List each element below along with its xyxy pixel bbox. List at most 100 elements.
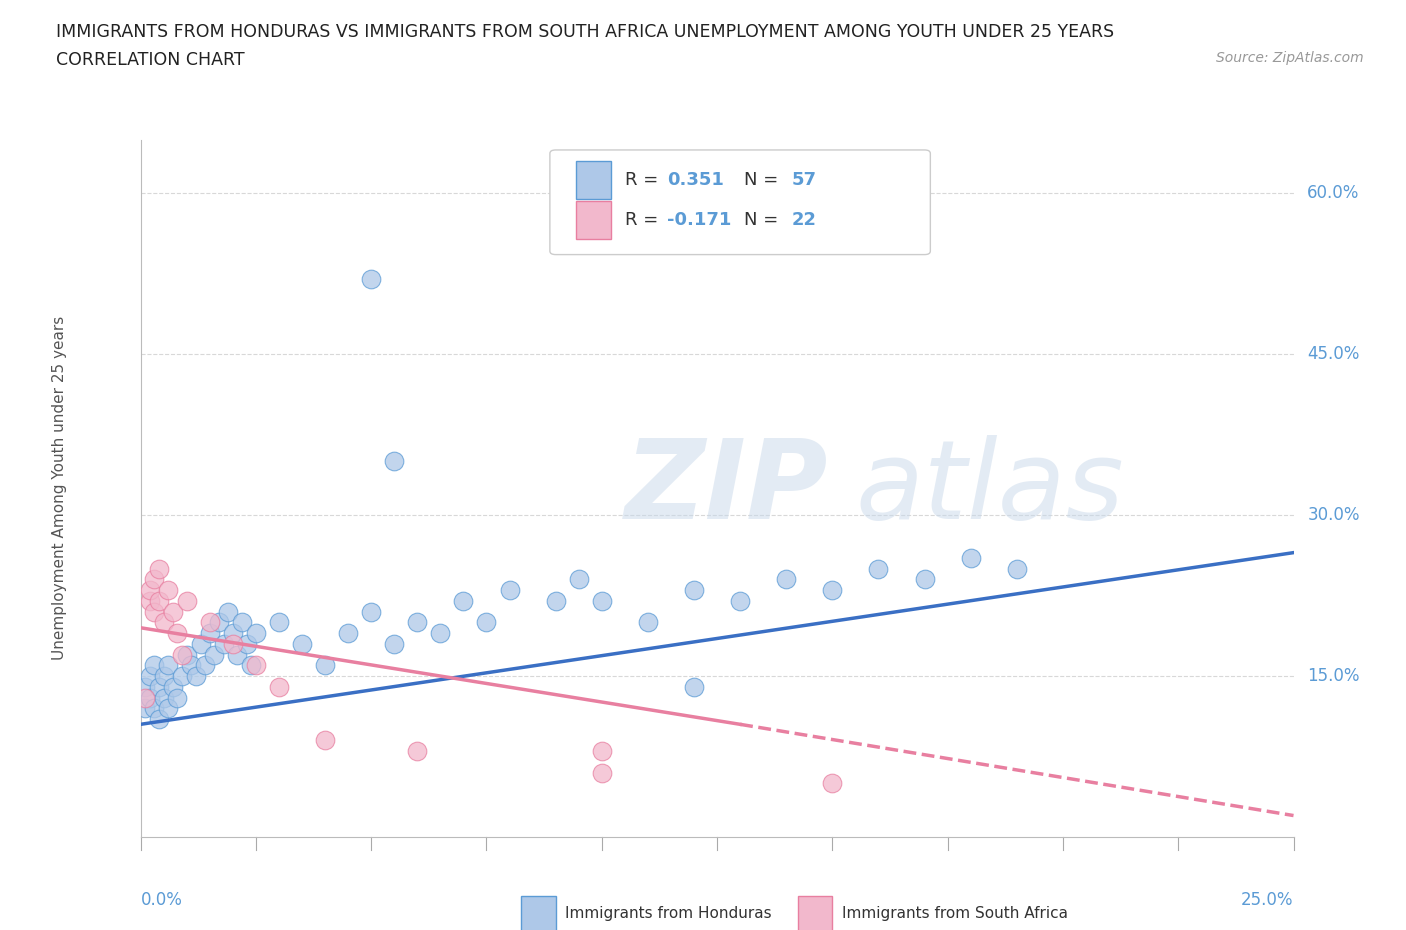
Point [245,658,267,672]
Text: CORRELATION CHART: CORRELATION CHART [56,51,245,69]
Point [360,604,382,619]
Point [134,701,156,716]
Point [190,636,212,651]
Point [172,647,194,662]
Point [222,636,245,651]
Text: N =: N = [744,211,783,229]
FancyBboxPatch shape [522,897,555,930]
Point [143,604,166,619]
Point [1005,562,1028,577]
Point [176,647,198,662]
Point [360,272,382,286]
Point [382,636,405,651]
Point [157,583,180,598]
Point [453,593,475,608]
Point [568,572,591,587]
Point [382,454,405,469]
Point [683,679,706,694]
Text: Immigrants from Honduras: Immigrants from Honduras [565,906,772,922]
Point [637,615,659,630]
Point [868,562,890,577]
Point [134,679,156,694]
Point [162,604,184,619]
Point [429,626,451,641]
Point [139,690,162,705]
Point [166,690,188,705]
FancyBboxPatch shape [576,161,612,199]
Point [134,690,156,705]
Text: 60.0%: 60.0% [1308,184,1360,202]
Point [314,733,336,748]
Point [157,658,180,672]
Point [202,647,225,662]
Point [139,593,162,608]
Point [226,647,249,662]
Point [148,593,170,608]
Text: 0.351: 0.351 [668,171,724,189]
Point [267,679,290,694]
Point [166,626,188,641]
Text: ZIP: ZIP [624,434,828,542]
Point [544,593,567,608]
Text: Unemployment Among Youth under 25 years: Unemployment Among Youth under 25 years [52,316,67,660]
Point [337,626,360,641]
Point [152,669,174,684]
Point [591,593,613,608]
Point [148,562,170,577]
Point [821,776,844,790]
Point [143,701,166,716]
Point [914,572,936,587]
Text: -0.171: -0.171 [668,211,733,229]
Point [775,572,797,587]
Point [180,658,202,672]
Point [139,583,162,598]
Text: R =: R = [624,171,664,189]
Point [231,615,253,630]
Text: 15.0%: 15.0% [1308,667,1360,685]
Point [212,636,235,651]
Text: 57: 57 [792,171,817,189]
Point [683,583,706,598]
Point [235,636,257,651]
Point [959,551,981,565]
Point [143,658,166,672]
Text: 0.0%: 0.0% [141,891,183,909]
Text: atlas: atlas [855,434,1123,542]
Point [475,615,498,630]
Point [240,658,263,672]
Text: N =: N = [744,171,783,189]
Point [208,615,231,630]
Point [176,593,198,608]
Point [148,711,170,726]
Point [406,744,429,759]
Point [728,593,751,608]
Point [821,583,844,598]
Point [498,583,520,598]
FancyBboxPatch shape [550,150,931,255]
Text: R =: R = [624,211,664,229]
Point [139,669,162,684]
Point [267,615,290,630]
Point [152,690,174,705]
FancyBboxPatch shape [576,201,612,239]
Text: 22: 22 [792,211,817,229]
Point [198,626,221,641]
Point [172,669,194,684]
Point [245,626,267,641]
Point [152,615,174,630]
Text: IMMIGRANTS FROM HONDURAS VS IMMIGRANTS FROM SOUTH AFRICA UNEMPLOYMENT AMONG YOUT: IMMIGRANTS FROM HONDURAS VS IMMIGRANTS F… [56,23,1115,41]
Point [157,701,180,716]
Text: 30.0%: 30.0% [1308,506,1360,525]
Point [406,615,429,630]
Point [222,626,245,641]
Text: Immigrants from South Africa: Immigrants from South Africa [842,906,1067,922]
Point [143,572,166,587]
Text: Source: ZipAtlas.com: Source: ZipAtlas.com [1216,51,1364,65]
Point [162,679,184,694]
Point [198,615,221,630]
Point [314,658,336,672]
Point [591,765,613,780]
Point [217,604,239,619]
Point [194,658,217,672]
Point [184,669,207,684]
